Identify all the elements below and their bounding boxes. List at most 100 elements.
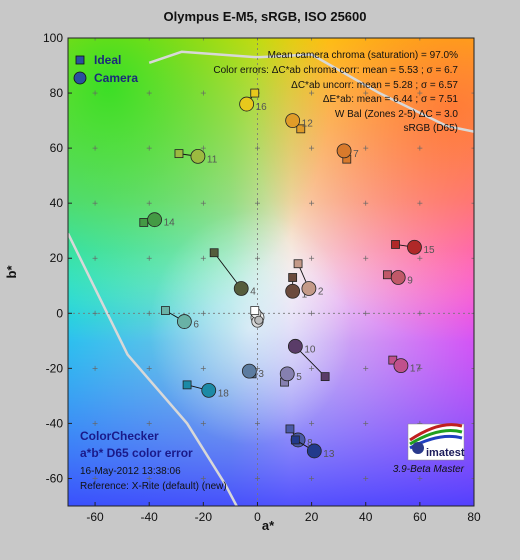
patch-1: 1 [285,273,308,300]
patch-label: 10 [304,344,316,355]
x-tick-label: 40 [359,510,373,524]
y-tick-label: 20 [50,251,64,265]
patch-label: 12 [302,119,314,130]
version-label: 3.9-Beta Master [393,464,465,475]
grid-mark [309,310,315,316]
grid-mark [200,365,206,371]
camera-marker [239,96,255,112]
y-tick-label: -40 [46,416,64,430]
y-tick-label: -60 [46,471,64,485]
legend-square-marker [75,55,85,65]
camera-marker [233,281,249,296]
stat-line: ΔE*ab: mean = 6.44 ; σ = 7.51 [323,94,459,105]
x-tick-label: -40 [141,510,159,524]
grid-mark [92,310,98,316]
x-axis-label: a* [262,518,275,533]
y-tick-label: 40 [50,196,64,210]
camera-marker [407,239,422,255]
stats-panel: Mean camera chroma (saturation) = 97.0% … [213,50,458,134]
patch-11: 11 [174,148,218,165]
ideal-marker [182,380,192,390]
x-tick-label: 20 [305,510,319,524]
grid-mark [254,420,260,426]
grid-mark [254,255,260,261]
grid-mark [146,90,152,96]
x-tick-label: 0 [254,510,261,524]
ideal-marker [174,149,184,159]
grid-mark [363,420,369,426]
grid-mark [309,38,315,41]
patch-label: 2 [318,287,324,298]
info-reference: Reference: X-Rite (default) (new) [80,481,227,492]
patch-6: 6 [161,306,199,331]
ideal-marker [382,270,392,280]
x-tick-label: -20 [195,510,213,524]
patch-label: 5 [296,372,302,383]
stat-line: sRGB (D65) [404,123,458,134]
grid-mark [146,420,152,426]
y-tick-label: -20 [46,361,64,375]
y-tick-label: 80 [50,86,64,100]
grid-mark [92,365,98,371]
patch-label: 18 [218,388,230,399]
camera-marker [287,338,303,354]
patch-label: 17 [410,364,422,375]
info-date: 16-May-2012 13:38:06 [80,466,181,477]
grid-mark [146,255,152,261]
grid-mark [146,475,152,481]
camera-marker [190,148,206,164]
grid-mark [417,200,423,206]
patch-label: 11 [207,154,218,165]
patch-label: 3 [258,369,264,380]
grid-mark [309,475,315,481]
patch-10: 10 [287,338,330,382]
grid-mark [471,420,474,426]
grid-mark [417,90,423,96]
grid-mark [363,90,369,96]
neutral-point [254,315,264,325]
stat-line: Color errors: ΔC*ab chroma corr: mean = … [213,65,458,76]
legend-item-ideal: Ideal [75,53,121,67]
grid-mark [417,255,423,261]
grid-mark [200,38,206,41]
ideal-marker [288,273,298,282]
ideal-marker [320,372,330,382]
patch-label: 1 [302,289,308,300]
patch-label: 7 [353,149,359,160]
stat-line: ΔC*ab uncorr: mean = 5.28 ; σ = 6.57 [291,80,458,91]
ideal-marker [285,424,295,434]
patch-label: 16 [256,102,268,113]
camera-marker [306,443,322,459]
grid-mark [200,420,206,426]
patch-label: 8 [307,438,313,449]
grid-mark [146,310,152,316]
camera-marker [147,212,163,228]
chart-title: Olympus E-M5, sRGB, ISO 25600 [163,9,366,24]
ideal-marker [250,88,260,98]
grid-mark [92,90,98,96]
grid-mark [417,145,423,151]
ideal-marker [139,218,149,227]
patch-3: 3 [241,363,264,380]
ideal-marker [161,306,170,315]
patch-label: 4 [250,287,256,298]
error-line [213,252,242,289]
logo-text: imatest [426,447,465,459]
y-tick-label: 100 [43,31,63,45]
patch-15: 15 [391,239,435,256]
legend-label: Ideal [94,53,121,67]
grid-mark [471,475,474,481]
grid-mark [309,255,315,261]
grid-mark [146,365,152,371]
grid-mark [200,90,206,96]
legend: Ideal Camera [73,53,138,85]
grid-mark [309,365,315,371]
legend-label: Camera [94,71,138,85]
grid-mark [254,145,260,151]
patch-9: 9 [382,270,413,287]
patch-label: 9 [407,276,413,287]
grid-mark [363,145,369,151]
grid-mark [471,365,474,371]
